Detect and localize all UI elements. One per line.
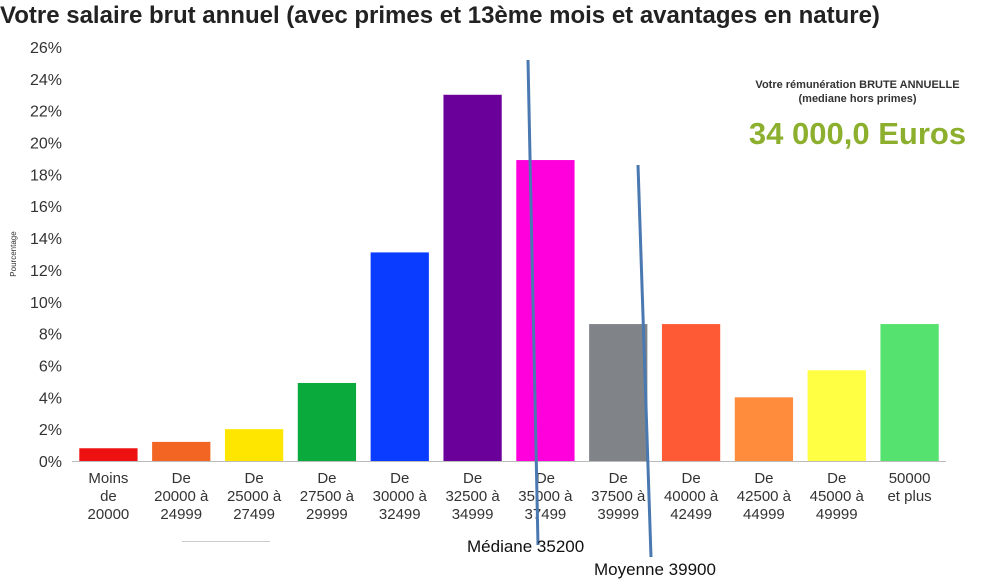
annotation-line — [526, 59, 540, 546]
x-tick-label: De 45000 à 49999 — [810, 470, 865, 523]
summary-caption: Votre rémunération BRUTE ANNUELLE — [755, 79, 960, 91]
y-tick-label: 16% — [30, 199, 62, 216]
bar — [516, 160, 575, 462]
bar — [734, 397, 794, 461]
bar — [589, 324, 648, 461]
y-tick-label: 6% — [39, 358, 62, 375]
bar — [880, 324, 939, 461]
y-tick-label: 18% — [30, 167, 62, 184]
annotations: Médiane 35200 Moyenne 39900 — [467, 59, 716, 579]
y-tick-label: 12% — [30, 263, 62, 280]
x-tick-label: De 30000 à 32499 — [373, 470, 428, 523]
bar — [297, 382, 357, 461]
x-tick-label: Moins de 20000 — [88, 470, 130, 523]
x-tick-label: De 40000 à 42499 — [664, 470, 719, 523]
bar — [79, 448, 138, 461]
y-tick-label: 26% — [30, 40, 62, 57]
y-tick-label: 0% — [39, 454, 62, 471]
y-tick-label: 8% — [39, 327, 62, 344]
x-tick-label: De 32500 à 34999 — [445, 470, 500, 523]
y-tick-label: 2% — [39, 422, 62, 439]
footer-divider — [182, 541, 270, 542]
y-tick-label: 20% — [30, 136, 62, 153]
x-tick-label: De 37500 à 39999 — [591, 470, 646, 523]
x-tick-label: De 20000 à 24999 — [154, 470, 209, 523]
bars — [79, 94, 939, 462]
x-tick-label: De 42500 à 44999 — [737, 470, 792, 523]
bar — [661, 324, 721, 461]
x-tick-label: De 25000 à 27499 — [227, 470, 282, 523]
chart-title: Votre salaire brut annuel (avec primes e… — [0, 2, 880, 29]
y-tick-label: 4% — [39, 390, 62, 407]
bar — [807, 370, 866, 461]
annotation-label: Moyenne 39900 — [594, 560, 716, 579]
y-tick-label: 24% — [30, 72, 62, 89]
x-axis: Moins de 20000 De 20000 à 24999 De 25000 à 27499… — [72, 461, 946, 523]
y-tick-label: 14% — [30, 231, 62, 248]
bar — [370, 252, 429, 461]
y-axis-label: Pourcentage — [9, 231, 18, 277]
x-tick-label: De 35000 à 37499 — [518, 470, 573, 523]
y-tick-label: 22% — [30, 104, 62, 121]
bar — [152, 441, 211, 461]
y-tick-label: 10% — [30, 295, 62, 312]
x-tick-label: 50000 et plus — [887, 470, 931, 505]
annotation-label: Médiane 35200 — [467, 537, 584, 556]
bar — [224, 429, 284, 461]
annotation-line — [636, 164, 653, 558]
x-tick-label: De 27500 à 29999 — [300, 470, 355, 523]
y-axis: 0% 2% 4% 6% 8% 10% 12% 14% 16% 18% 20% 22% 24% 26% Pou… — [9, 40, 62, 471]
summary-box: Votre rémunération BRUTE ANNUELLE (media… — [735, 78, 980, 152]
bar — [443, 94, 502, 462]
summary-value: 34 000,0 Euros — [748, 116, 967, 151]
summary-subcaption: (mediane hors primes) — [798, 93, 917, 105]
